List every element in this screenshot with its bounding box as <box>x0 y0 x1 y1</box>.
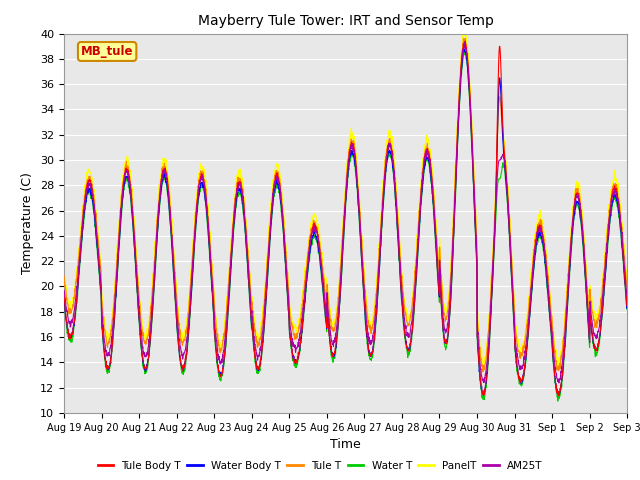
X-axis label: Time: Time <box>330 438 361 451</box>
Text: MB_tule: MB_tule <box>81 45 133 58</box>
Y-axis label: Temperature (C): Temperature (C) <box>22 172 35 274</box>
Legend: Tule Body T, Water Body T, Tule T, Water T, PanelT, AM25T: Tule Body T, Water Body T, Tule T, Water… <box>93 456 547 475</box>
Title: Mayberry Tule Tower: IRT and Sensor Temp: Mayberry Tule Tower: IRT and Sensor Temp <box>198 14 493 28</box>
